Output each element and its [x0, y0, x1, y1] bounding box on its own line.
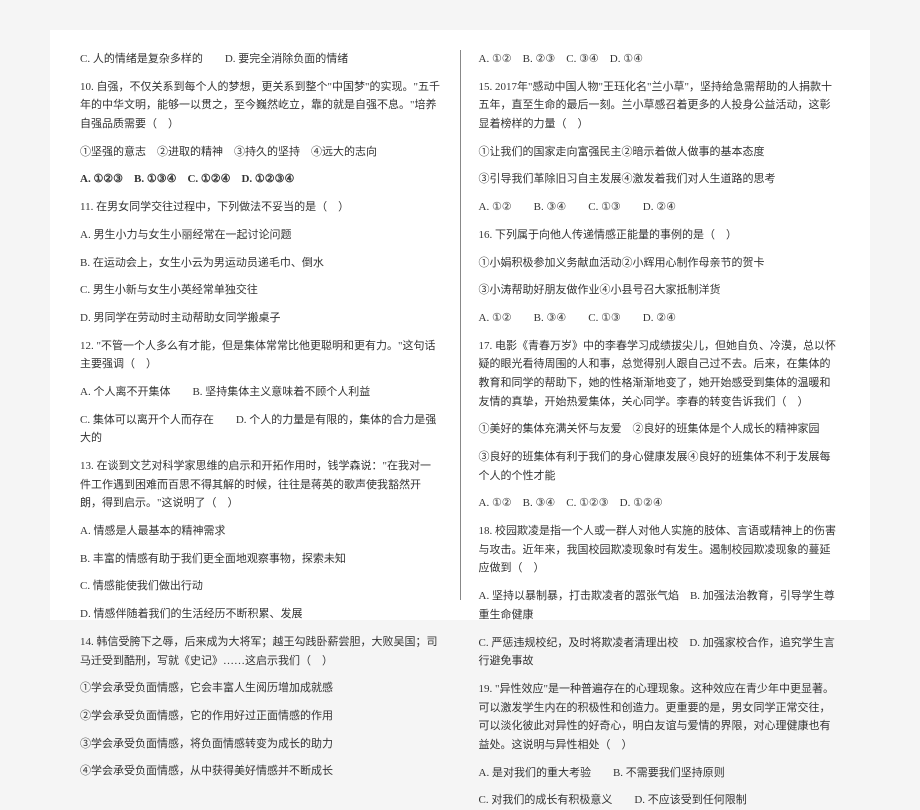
q10-choices: A. ①②③ B. ①③④ C. ①②④ D. ①②③④ — [80, 170, 442, 189]
q11-a: A. 男生小力与女生小丽经常在一起讨论问题 — [80, 226, 442, 245]
q16-choices: A. ①② B. ③④ C. ①③ D. ②④ — [479, 309, 841, 328]
q19-cd: C. 对我们的成长有积极意义 D. 不应该受到任何限制 — [479, 791, 841, 810]
q10-stem: 10. 自强，不仅关系到每个人的梦想，更关系到整个"中国梦"的实现。"五千年的中… — [80, 78, 442, 134]
q14-choices: A. ①② B. ②③ C. ③④ D. ①④ — [479, 50, 841, 69]
q15-2: ③引导我们革除旧习自主发展④激发着我们对人生道路的思考 — [479, 170, 841, 189]
q15-1: ①让我们的国家走向富强民主②暗示着做人做事的基本态度 — [479, 143, 841, 162]
q13-c: C. 情感能使我们做出行动 — [80, 577, 442, 596]
q15-stem: 15. 2017年"感动中国人物"王珏化名"兰小草"，坚持给急需帮助的人捐款十五… — [479, 78, 841, 134]
q17-1: ①美好的集体充满关怀与友爱 ②良好的班集体是个人成长的精神家园 — [479, 420, 841, 439]
q-options-cd: C. 人的情绪是复杂多样的 D. 要完全消除负面的情绪 — [80, 50, 442, 69]
q10-subopts: ①坚强的意志 ②进取的精神 ③持久的坚持 ④远大的志向 — [80, 143, 442, 162]
q12-ab: A. 个人离不开集体 B. 坚持集体主义意味着不顾个人利益 — [80, 383, 442, 402]
q16-stem: 16. 下列属于向他人传递情感正能量的事例的是（ ） — [479, 226, 841, 245]
q14-1: ①学会承受负面情感，它会丰富人生阅历增加成就感 — [80, 679, 442, 698]
q17-2: ③良好的班集体有利于我们的身心健康发展④良好的班集体不利于发展每个人的个性才能 — [479, 448, 841, 485]
q14-stem: 14. 韩信受胯下之辱，后来成为大将军；越王勾践卧薪尝胆，大败吴国；司马迁受到酷… — [80, 633, 442, 670]
q13-b: B. 丰富的情感有助于我们更全面地观察事物，探索未知 — [80, 550, 442, 569]
q11-b: B. 在运动会上，女生小云为男运动员递毛巾、倒水 — [80, 254, 442, 273]
q13-stem: 13. 在谈到文艺对科学家思维的启示和开拓作用时，钱学森说："在我对一件工作遇到… — [80, 457, 442, 513]
q12-stem: 12. "不管一个人多么有才能，但是集体常常比他更聪明和更有力。"这句话主要强调… — [80, 337, 442, 374]
q17-stem: 17. 电影《青春万岁》中的李春学习成绩拔尖儿，但她自负、冷漠，总以怀疑的眼光看… — [479, 337, 841, 412]
q18-cd: C. 严惩违规校纪，及时将欺凌者清理出校 D. 加强家校合作，追究学生言行避免事… — [479, 634, 841, 671]
q16-2: ③小涛帮助好朋友做作业④小县号召大家抵制洋货 — [479, 281, 841, 300]
q11-c: C. 男生小新与女生小英经常单独交往 — [80, 281, 442, 300]
q17-choices: A. ①② B. ③④ C. ①②③ D. ①②④ — [479, 494, 841, 513]
left-column: C. 人的情绪是复杂多样的 D. 要完全消除负面的情绪 10. 自强，不仅关系到… — [80, 50, 460, 600]
q13-a: A. 情感是人最基本的精神需求 — [80, 522, 442, 541]
q19-stem: 19. "异性效应"是一种普遍存在的心理现象。这种效应在青少年中更显著。可以激发… — [479, 680, 841, 755]
right-column: A. ①② B. ②③ C. ③④ D. ①④ 15. 2017年"感动中国人物… — [461, 50, 841, 600]
q14-2: ②学会承受负面情感，它的作用好过正面情感的作用 — [80, 707, 442, 726]
q13-d: D. 情感伴随着我们的生活经历不断积累、发展 — [80, 605, 442, 624]
q11-stem: 11. 在男女同学交往过程中，下列做法不妥当的是（ ） — [80, 198, 442, 217]
q14-4: ④学会承受负面情感，从中获得美好情感并不断成长 — [80, 762, 442, 781]
q18-ab: A. 坚持以暴制暴，打击欺凌者的嚣张气焰 B. 加强法治教育，引导学生尊重生命健… — [479, 587, 841, 624]
q19-ab: A. 是对我们的重大考验 B. 不需要我们坚持原则 — [479, 764, 841, 783]
q14-3: ③学会承受负面情感，将负面情感转变为成长的助力 — [80, 735, 442, 754]
q11-d: D. 男同学在劳动时主动帮助女同学搬桌子 — [80, 309, 442, 328]
q15-choices: A. ①② B. ③④ C. ①③ D. ②④ — [479, 198, 841, 217]
q12-cd: C. 集体可以离开个人而存在 D. 个人的力量是有限的，集体的合力是强大的 — [80, 411, 442, 448]
q18-stem: 18. 校园欺凌是指一个人或一群人对他人实施的肢体、言语或精神上的伤害与攻击。近… — [479, 522, 841, 578]
q16-1: ①小娟积极参加义务献血活动②小辉用心制作母亲节的贺卡 — [479, 254, 841, 273]
exam-page: C. 人的情绪是复杂多样的 D. 要完全消除负面的情绪 10. 自强，不仅关系到… — [50, 30, 870, 620]
